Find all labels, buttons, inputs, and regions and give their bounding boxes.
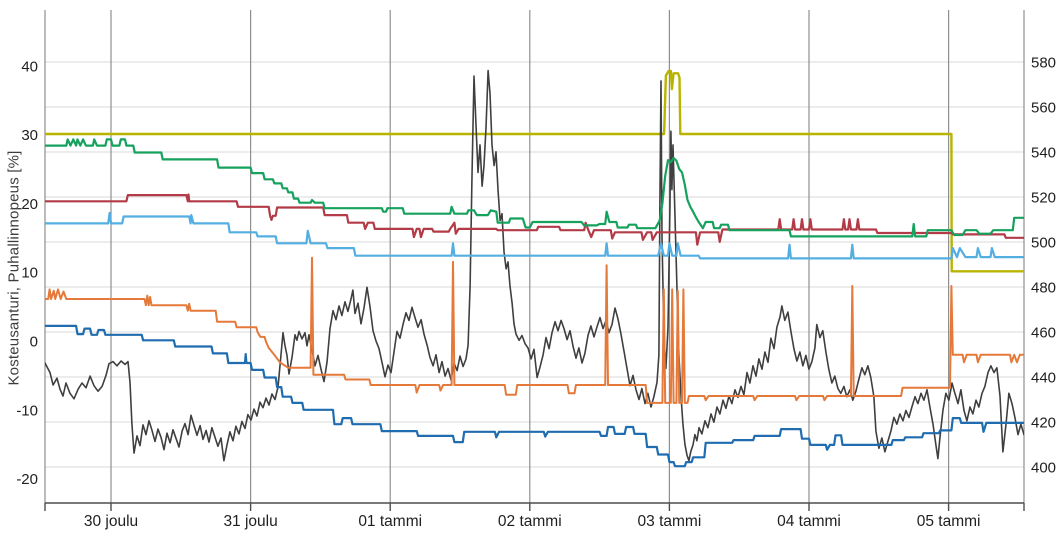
x-tick-label: 03 tammi [638, 513, 702, 530]
right-tick-label: 480 [1031, 280, 1056, 297]
x-tick-label: 01 tammi [358, 513, 422, 530]
series-line-sensor-blue [45, 324, 1024, 468]
right-tick-label: 500 [1031, 235, 1056, 252]
series-lines [45, 69, 1024, 468]
right-axis-tick-labels: 580 560 540 520 500 480 460 440 420 400 [1031, 55, 1056, 477]
left-tick-label: 30 [21, 127, 38, 144]
x-tick-label: 05 tammi [917, 513, 981, 530]
series-line-humidity-black [45, 69, 1024, 462]
right-tick-label: 580 [1031, 55, 1056, 72]
left-tick-label: 20 [21, 196, 38, 213]
right-tick-label: 460 [1031, 325, 1056, 342]
x-tick-label: 31 joulu [223, 513, 277, 530]
x-axis-tick-labels: 30 joulu 31 joulu 01 tammi 02 tammi 03 tammi… [84, 513, 981, 530]
horizontal-gridlines [45, 61, 1024, 468]
left-tick-label: 40 [21, 58, 38, 75]
x-tick-label: 04 tammi [777, 513, 841, 530]
right-tick-label: 400 [1031, 460, 1056, 477]
right-tick-label: 420 [1031, 415, 1056, 432]
right-tick-label: 520 [1031, 190, 1056, 207]
x-axis [44, 502, 1025, 511]
left-tick-label: -20 [16, 471, 38, 488]
left-axis-title: Kosteusanturi, Puhallinnopeus [%] [5, 150, 23, 386]
left-axis-tick-labels: 40 30 20 10 0 -10 -20 [16, 58, 38, 488]
right-tick-label: 560 [1031, 100, 1056, 117]
series-line-sensor-green [45, 138, 1024, 238]
left-tick-label: 0 [30, 334, 38, 351]
x-tick-label: 30 joulu [84, 513, 138, 530]
x-tick-label: 02 tammi [498, 513, 562, 530]
series-line-sensor-orange [45, 256, 1024, 404]
series-line-sensor-red [45, 193, 1024, 246]
series-line-setpoint-olive [45, 69, 1024, 273]
right-tick-label: 540 [1031, 145, 1056, 162]
left-tick-label: 10 [21, 265, 38, 282]
series-line-sensor-lightblue [45, 211, 1024, 260]
left-tick-label: -10 [16, 402, 38, 419]
right-tick-label: 440 [1031, 370, 1056, 387]
